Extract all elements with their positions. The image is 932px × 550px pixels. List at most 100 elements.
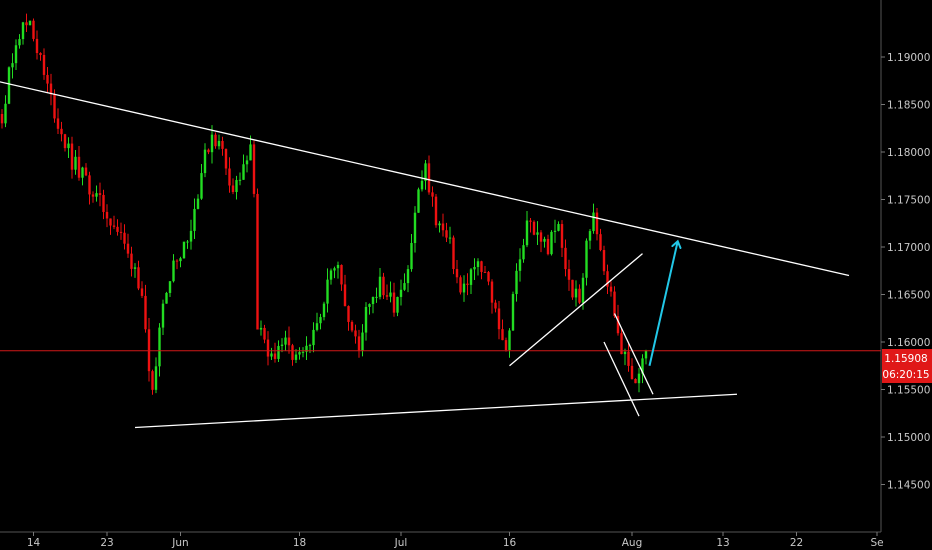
candle-up	[522, 245, 525, 260]
candle-up	[182, 241, 186, 259]
candle-down	[602, 250, 606, 272]
last-price-badge: 1.15908 06:20:15	[882, 349, 932, 383]
candle-up	[235, 180, 238, 193]
candle-up	[371, 297, 375, 305]
time-axis[interactable]: 14 23 Jun 18 Jul 16 Aug 13 22 Se	[27, 532, 884, 549]
lower-trendline[interactable]	[134, 393, 738, 429]
candle-up	[406, 269, 410, 284]
candle-down	[137, 267, 140, 289]
candle-down	[609, 286, 613, 292]
falling-wedge-upper[interactable]	[613, 313, 654, 395]
x-tick-label: 18	[293, 537, 306, 549]
candle-up	[245, 160, 249, 165]
candle-up	[81, 167, 84, 178]
rising-channel-line[interactable]	[509, 253, 643, 367]
candle-down	[343, 284, 347, 307]
candle-down	[434, 196, 438, 226]
candle-down	[60, 128, 63, 135]
candle-down	[613, 291, 616, 317]
candle-down	[77, 156, 81, 178]
candle-down	[459, 277, 462, 293]
candle-up	[284, 337, 287, 345]
x-tick-label: 13	[716, 537, 729, 549]
candle-down	[504, 340, 508, 351]
y-tick-label: 1.17500	[887, 195, 930, 207]
candle-down	[84, 167, 88, 176]
candle-up	[375, 296, 378, 298]
candle-up	[280, 344, 284, 346]
y-tick-label: 1.14500	[887, 480, 930, 492]
candle-down	[287, 337, 291, 346]
candle-up	[410, 243, 413, 270]
candle-up	[515, 270, 518, 295]
candle-down	[392, 292, 396, 313]
candle-down	[70, 143, 74, 170]
candle-down	[567, 269, 571, 280]
candle-down	[123, 232, 126, 244]
drawing-annotations[interactable]	[0, 81, 850, 429]
candle-down	[340, 264, 343, 285]
y-tick-label: 1.18500	[887, 100, 930, 112]
candle-down	[56, 118, 60, 129]
upper-trendline[interactable]	[0, 81, 850, 277]
candle-down	[63, 134, 67, 149]
candle-down	[126, 243, 130, 254]
candle-down	[427, 163, 431, 193]
x-tick-label: Jul	[394, 537, 408, 549]
candle-down	[490, 281, 494, 303]
candle-up	[574, 288, 578, 298]
candle-up	[557, 224, 560, 231]
candle-down	[571, 279, 574, 298]
candle-down	[42, 54, 46, 75]
candle-down	[224, 148, 228, 169]
candle-down	[88, 175, 91, 195]
candle-up	[476, 261, 480, 267]
candle-up	[259, 327, 263, 330]
price-axis[interactable]: 1.19000 1.18500 1.18000 1.17500 1.17000 1.165…	[881, 52, 930, 492]
candle-up	[592, 212, 595, 232]
candle-up	[294, 354, 298, 360]
candle-down	[25, 22, 28, 26]
candle-up	[403, 283, 406, 290]
candle-up	[179, 258, 182, 262]
candle-down	[487, 272, 490, 282]
falling-wedge-lower[interactable]	[603, 341, 640, 417]
candle-down	[560, 224, 564, 248]
candle-up	[550, 231, 553, 255]
candle-up	[469, 269, 473, 285]
candle-up	[417, 189, 420, 213]
candle-up	[203, 149, 207, 174]
candle-down	[494, 302, 497, 309]
candle-up	[238, 179, 242, 181]
candle-down	[140, 288, 144, 296]
candle-down	[529, 220, 532, 222]
candle-down	[634, 378, 637, 384]
candle-up	[637, 373, 641, 384]
candle-up	[553, 230, 557, 232]
candle-down	[606, 271, 609, 287]
x-tick-label: Jun	[171, 537, 188, 549]
candle-down	[273, 353, 277, 359]
candle-up	[95, 193, 98, 197]
candle-down	[431, 192, 434, 197]
candle-down	[578, 288, 581, 303]
candle-down	[130, 253, 133, 269]
candle-up	[217, 140, 221, 147]
candle-down	[452, 237, 455, 270]
candle-down	[39, 53, 42, 55]
candle-down	[483, 271, 487, 273]
x-tick-label: 16	[503, 537, 517, 549]
projection-arrow[interactable]	[648, 242, 678, 366]
candle-down	[231, 185, 235, 193]
candle-down	[102, 194, 105, 212]
candle-up	[308, 345, 312, 347]
candle-up	[641, 358, 644, 374]
candle-up	[18, 39, 21, 46]
last-price-value: 1.15908	[884, 353, 927, 365]
candle-down	[466, 283, 469, 285]
candle-up	[511, 294, 515, 331]
y-tick-label: 1.16500	[887, 290, 930, 302]
y-tick-label: 1.15500	[887, 385, 930, 397]
